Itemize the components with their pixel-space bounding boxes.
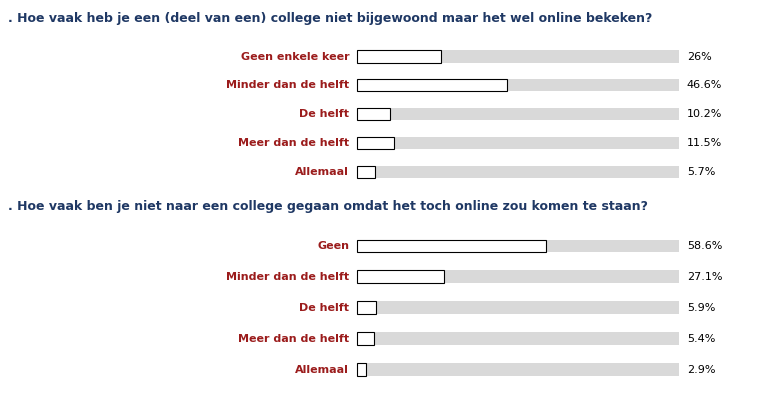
Text: De helft: De helft [299, 109, 349, 119]
Text: . Hoe vaak ben je niet naar een college gegaan omdat het toch online zou komen t: . Hoe vaak ben je niet naar een college … [8, 200, 647, 213]
Text: 46.6%: 46.6% [687, 81, 723, 90]
Text: 11.5%: 11.5% [687, 138, 722, 148]
Text: Meer dan de helft: Meer dan de helft [238, 334, 349, 344]
Text: . Hoe vaak heb je een (deel van een) college niet bijgewoond maar het wel online: . Hoe vaak heb je een (deel van een) col… [8, 12, 652, 24]
Text: Allemaal: Allemaal [295, 365, 349, 375]
Text: 26%: 26% [687, 52, 712, 61]
Text: Minder dan de helft: Minder dan de helft [226, 272, 349, 282]
Text: 58.6%: 58.6% [687, 241, 723, 251]
Text: 27.1%: 27.1% [687, 272, 723, 282]
Text: Geen enkele keer: Geen enkele keer [241, 52, 349, 61]
Text: 5.7%: 5.7% [687, 167, 715, 177]
Text: Geen: Geen [317, 241, 349, 251]
Text: Minder dan de helft: Minder dan de helft [226, 81, 349, 90]
Text: Allemaal: Allemaal [295, 167, 349, 177]
Text: 2.9%: 2.9% [687, 365, 716, 375]
Text: 5.4%: 5.4% [687, 334, 715, 344]
Text: 10.2%: 10.2% [687, 109, 723, 119]
Text: De helft: De helft [299, 303, 349, 313]
Text: 5.9%: 5.9% [687, 303, 715, 313]
Text: Meer dan de helft: Meer dan de helft [238, 138, 349, 148]
